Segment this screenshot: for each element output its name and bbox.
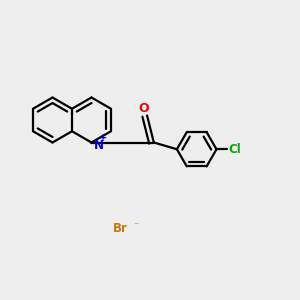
Text: +: + (99, 133, 107, 143)
Text: Br: Br (112, 221, 128, 235)
Text: ⁻: ⁻ (134, 221, 139, 232)
Text: N: N (94, 139, 104, 152)
Text: O: O (139, 101, 149, 115)
Text: Cl: Cl (228, 143, 241, 156)
